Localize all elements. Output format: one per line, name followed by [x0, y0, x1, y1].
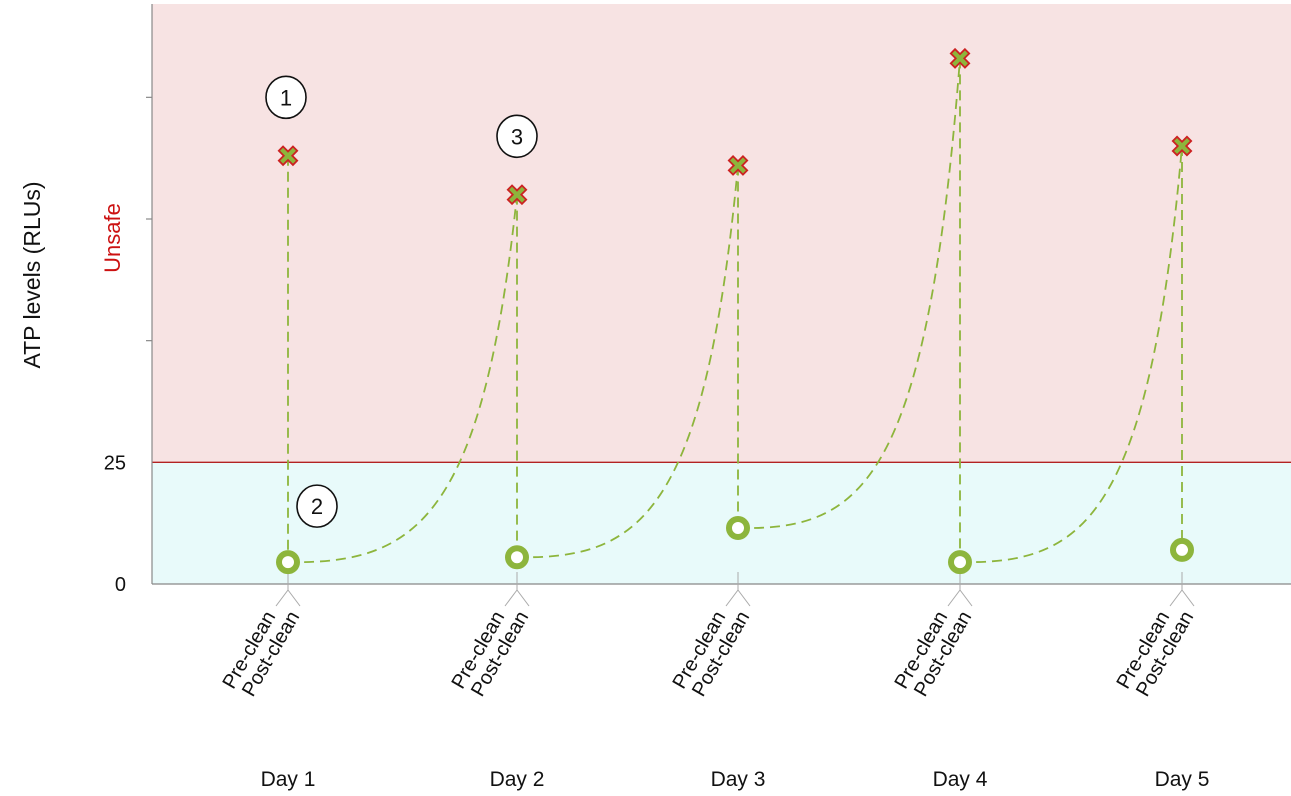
annotation-label: 1: [280, 85, 292, 110]
axis-labels: ATP levels (RLUs) Unsafe: [19, 181, 125, 368]
y-tick-label: 0: [115, 574, 126, 596]
x-tick-split: [275, 589, 289, 607]
pre-clean-marker: [506, 184, 528, 206]
x-category-label: Day 3: [711, 768, 766, 791]
pre-clean-marker: [949, 47, 971, 69]
pre-clean-marker: [727, 155, 749, 176]
x-tick-split: [725, 589, 739, 607]
unsafe-zone-label: Unsafe: [100, 203, 125, 273]
pre-clean-marker: [1171, 135, 1193, 157]
safe-zone: [152, 462, 1291, 584]
annotation-circle: [296, 484, 338, 528]
x-tick-split: [1169, 589, 1183, 607]
x-mark: [506, 184, 528, 206]
data-markers: [276, 47, 1194, 575]
pre-clean-marker: [277, 145, 299, 167]
x-category-label: Day 5: [1155, 768, 1210, 791]
annotation-circle: [496, 114, 538, 159]
x-tick-split: [504, 589, 518, 607]
post-clean-marker: [505, 545, 529, 570]
x-mark: [949, 47, 971, 69]
x-tick-split: [959, 589, 973, 607]
post-clean-marker: [726, 516, 750, 541]
x-tick-split: [947, 589, 961, 607]
rise-curve: [287, 194, 518, 564]
post-clean-marker: [948, 550, 972, 575]
annotation-label: 2: [311, 494, 323, 519]
axes: [151, 4, 1291, 585]
x-mark: [277, 145, 299, 167]
x-category-label: Day 4: [933, 768, 988, 791]
y-axis-title: ATP levels (RLUs): [19, 181, 45, 368]
rise-curve: [737, 58, 961, 529]
x-mark: [1171, 135, 1193, 157]
x-tick-split: [287, 589, 301, 607]
annotations: 1 2 3: [265, 75, 538, 528]
annotation-label: 3: [511, 124, 523, 149]
x-mark: [727, 155, 749, 176]
series-curves: [287, 58, 1183, 564]
x-tick-split: [737, 589, 751, 607]
y-tick-label: 25: [104, 452, 126, 474]
post-clean-marker: [276, 550, 300, 575]
unsafe-zone: [152, 4, 1291, 463]
rise-curve: [959, 145, 1183, 564]
annotation-circle: [265, 75, 307, 120]
x-category-label: Day 1: [261, 768, 316, 791]
x-tick-split: [516, 589, 530, 607]
post-clean-marker: [1170, 537, 1194, 562]
rise-curve: [516, 165, 739, 559]
x-tick-split: [1181, 589, 1195, 607]
x-category-label: Day 2: [490, 768, 545, 791]
